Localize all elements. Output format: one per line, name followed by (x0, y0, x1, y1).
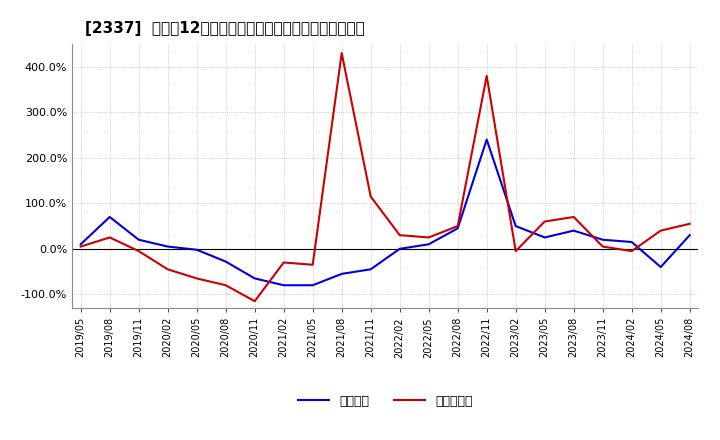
Text: [2337]  利益の12か月移動合計の対前年同期増減率の推移: [2337] 利益の12か月移動合計の対前年同期増減率の推移 (84, 21, 364, 36)
経常利益 (395, 246, 404, 252)
当期純利益 (570, 214, 578, 220)
当期純利益 (135, 249, 143, 254)
経常利益 (454, 226, 462, 231)
当期純利益 (338, 51, 346, 56)
経常利益 (627, 239, 636, 245)
経常利益 (570, 228, 578, 233)
経常利益 (338, 271, 346, 276)
当期純利益 (308, 262, 317, 268)
経常利益 (221, 259, 230, 264)
当期純利益 (511, 249, 520, 254)
当期純利益 (685, 221, 694, 227)
当期純利益 (192, 276, 201, 281)
当期純利益 (251, 298, 259, 304)
経常利益 (192, 247, 201, 253)
当期純利益 (454, 224, 462, 229)
経常利益 (482, 137, 491, 142)
経常利益 (541, 235, 549, 240)
当期純利益 (221, 282, 230, 288)
経常利益 (511, 224, 520, 229)
当期純利益 (424, 235, 433, 240)
当期純利益 (163, 267, 172, 272)
経常利益 (251, 276, 259, 281)
当期純利益 (366, 194, 375, 199)
経常利益 (105, 214, 114, 220)
Legend: 経常利益, 当期純利益: 経常利益, 当期純利益 (293, 390, 477, 413)
経常利益 (163, 244, 172, 249)
経常利益 (685, 232, 694, 238)
当期純利益 (657, 228, 665, 233)
経常利益 (76, 242, 85, 247)
当期純利益 (627, 249, 636, 254)
経常利益 (279, 282, 288, 288)
Line: 経常利益: 経常利益 (81, 139, 690, 285)
経常利益 (308, 282, 317, 288)
当期純利益 (598, 244, 607, 249)
当期純利益 (482, 73, 491, 78)
経常利益 (366, 267, 375, 272)
経常利益 (424, 242, 433, 247)
経常利益 (135, 237, 143, 242)
当期純利益 (105, 235, 114, 240)
経常利益 (598, 237, 607, 242)
当期純利益 (541, 219, 549, 224)
Line: 当期純利益: 当期純利益 (81, 53, 690, 301)
当期純利益 (395, 232, 404, 238)
当期純利益 (76, 244, 85, 249)
当期純利益 (279, 260, 288, 265)
経常利益 (657, 264, 665, 270)
